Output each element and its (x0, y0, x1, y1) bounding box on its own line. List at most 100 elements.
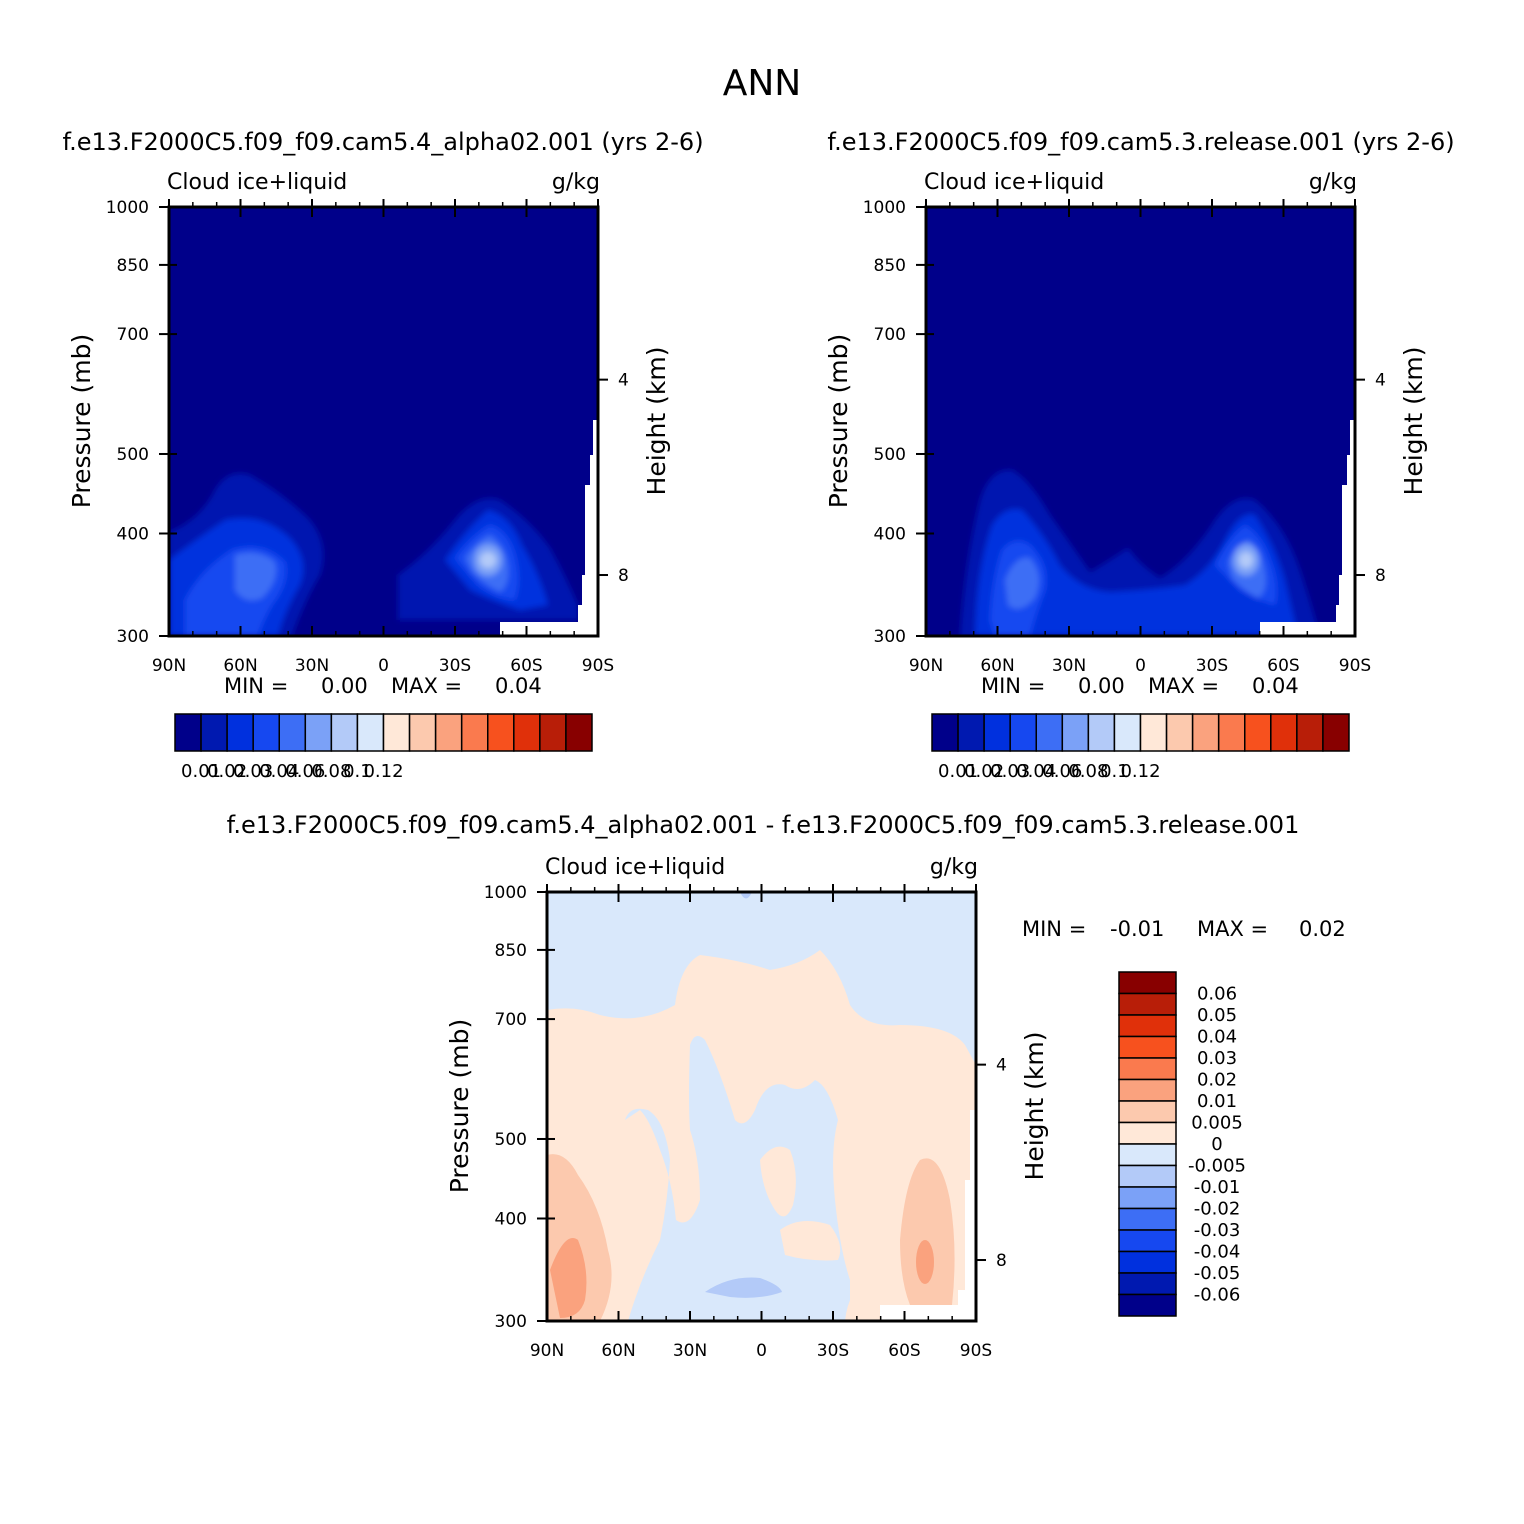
panel3-contour-negative-3 (740, 892, 752, 899)
y-tick-label: 1000 (863, 198, 906, 218)
panel2-plot-area (926, 207, 1355, 636)
colorbar-label: 0.1 (343, 761, 372, 782)
colorbar-swatch (513, 713, 541, 752)
x-tick-label: 30S (439, 656, 471, 676)
panel2-topography-mask (1260, 420, 1355, 636)
x-tick-label: 60S (1267, 656, 1299, 676)
colorbar-swatch (304, 713, 333, 752)
panel3-units: g/kg (930, 855, 978, 880)
x-tick-label: 60S (510, 656, 542, 676)
panel1-colorbar: 0.010.020.030.040.060.080.10.12 (174, 713, 593, 782)
y-tick-label: 500 (117, 445, 149, 465)
panel2-stats: MIN = 0.00 MAX = 0.04 (981, 674, 1299, 698)
colorbar-swatch (356, 713, 385, 752)
y-right-tick-label: 4 (618, 371, 629, 391)
colorbar-label: 0.08 (311, 761, 351, 782)
panel1-plot-area (169, 207, 598, 636)
colorbar-label: 0 (1211, 1134, 1222, 1155)
colorbar-swatch (1139, 713, 1168, 752)
colorbar-label: 0.06 (1042, 761, 1082, 782)
panel3-topography-mask (880, 1110, 976, 1321)
x-tick-label: 30S (817, 1341, 849, 1361)
page-title: ANN (723, 63, 802, 104)
panel3-contour-positive-4 (900, 1158, 955, 1305)
colorbar-label: 0.01 (1197, 1091, 1237, 1112)
x-tick-label: 30N (1052, 656, 1086, 676)
panel2-variable: Cloud ice+liquid (924, 170, 1104, 195)
panel-model-test: f.e13.F2000C5.f09_f09.cam5.4_alpha02.001… (62, 128, 703, 782)
panel3-contour-positive-5 (916, 1240, 934, 1284)
panel3-title: f.e13.F2000C5.f09_f09.cam5.4_alpha02.001… (227, 811, 1300, 839)
y-tick-label: 1000 (106, 198, 149, 218)
panel2-min-label: MIN = (981, 674, 1045, 698)
y-right-tick-label: 8 (618, 566, 629, 586)
colorbar-label: 0.03 (1197, 1048, 1237, 1069)
colorbar-label: -0.05 (1194, 1263, 1241, 1284)
panel2-axes: 90N 60N 30N 0 30S 60S 90S 300 400 500 700 850 1000 8 4 (863, 198, 1386, 676)
panel3-contour-negative-2 (705, 1277, 782, 1298)
colorbar-swatch (1035, 713, 1064, 752)
panel1-units: g/kg (552, 170, 600, 195)
panel3-ylabel: Pressure (mb) (445, 1019, 474, 1193)
colorbar-label: 0.01 (938, 761, 978, 782)
colorbar-swatch (957, 713, 985, 752)
colorbar-swatch (1118, 1057, 1177, 1081)
panel2-ylabel: Pressure (mb) (824, 334, 853, 508)
y-tick-label: 400 (874, 524, 906, 544)
colorbar-swatch (1009, 713, 1037, 752)
colorbar-swatch (487, 713, 515, 752)
panel-difference: f.e13.F2000C5.f09_f09.cam5.4_alpha02.001… (227, 811, 1346, 1361)
panel1-contour-level-6b (480, 552, 496, 568)
panel1-variable: Cloud ice+liquid (167, 170, 347, 195)
colorbar-label: -0.06 (1194, 1285, 1241, 1306)
colorbar-label: 0.12 (363, 761, 403, 782)
colorbar-swatch (1118, 1272, 1177, 1296)
panel2-title: f.e13.F2000C5.f09_f09.cam5.3.release.001… (827, 128, 1454, 156)
y-tick-label: 850 (117, 256, 149, 276)
y-tick-label: 850 (874, 256, 906, 276)
colorbar-swatch (278, 713, 307, 752)
colorbar-swatch (1118, 1143, 1177, 1167)
colorbar-label: 0.03 (990, 761, 1030, 782)
panel2-units: g/kg (1309, 170, 1357, 195)
colorbar-label: 0.04 (1016, 761, 1056, 782)
panel3-contour-positive-3 (550, 1238, 587, 1318)
colorbar-swatch (931, 713, 959, 752)
x-tick-label: 90N (152, 656, 186, 676)
y-tick-label: 700 (117, 325, 149, 345)
colorbar-label: 0.04 (1197, 1027, 1237, 1048)
x-tick-label: 60S (888, 1341, 920, 1361)
x-tick-label: 90S (960, 1341, 992, 1361)
colorbar-swatch (1322, 713, 1350, 752)
panel3-stats: MIN = -0.01 MAX = 0.02 (1022, 917, 1346, 941)
panel1-min-value: 0.00 (321, 674, 368, 698)
colorbar-label: 0.06 (1197, 984, 1237, 1005)
y-right-tick-label: 8 (1375, 566, 1386, 586)
colorbar-label: -0.03 (1194, 1220, 1241, 1241)
x-tick-label: 30N (673, 1341, 707, 1361)
x-tick-label: 90N (909, 656, 943, 676)
colorbar-swatch (1118, 1250, 1177, 1274)
y-tick-label: 300 (495, 1312, 527, 1332)
colorbar-swatch (1270, 713, 1298, 752)
x-tick-label: 90N (530, 1341, 564, 1361)
y-right-tick-label: 4 (996, 1056, 1007, 1076)
x-tick-label: 0 (756, 1341, 767, 1361)
colorbar-swatch (1061, 713, 1090, 752)
colorbar-swatch (1118, 1078, 1177, 1102)
colorbar-swatch (330, 713, 359, 752)
colorbar-swatch (1118, 1121, 1177, 1145)
colorbar-swatch (460, 713, 489, 752)
colorbar-label: 0.08 (1068, 761, 1108, 782)
panel1-topography-mask (500, 420, 598, 636)
colorbar-swatch (174, 713, 202, 752)
panel3-max-label: MAX = (1197, 917, 1268, 941)
panel3-min-label: MIN = (1022, 917, 1086, 941)
panel2-contour-level-6b (1239, 552, 1253, 568)
colorbar-label: 0.1 (1100, 761, 1129, 782)
y-right-tick-label: 4 (1375, 371, 1386, 391)
panel2-min-value: 0.00 (1078, 674, 1125, 698)
colorbar-swatch (252, 713, 280, 752)
colorbar-swatch (1191, 713, 1220, 752)
colorbar-swatch (1113, 713, 1142, 752)
